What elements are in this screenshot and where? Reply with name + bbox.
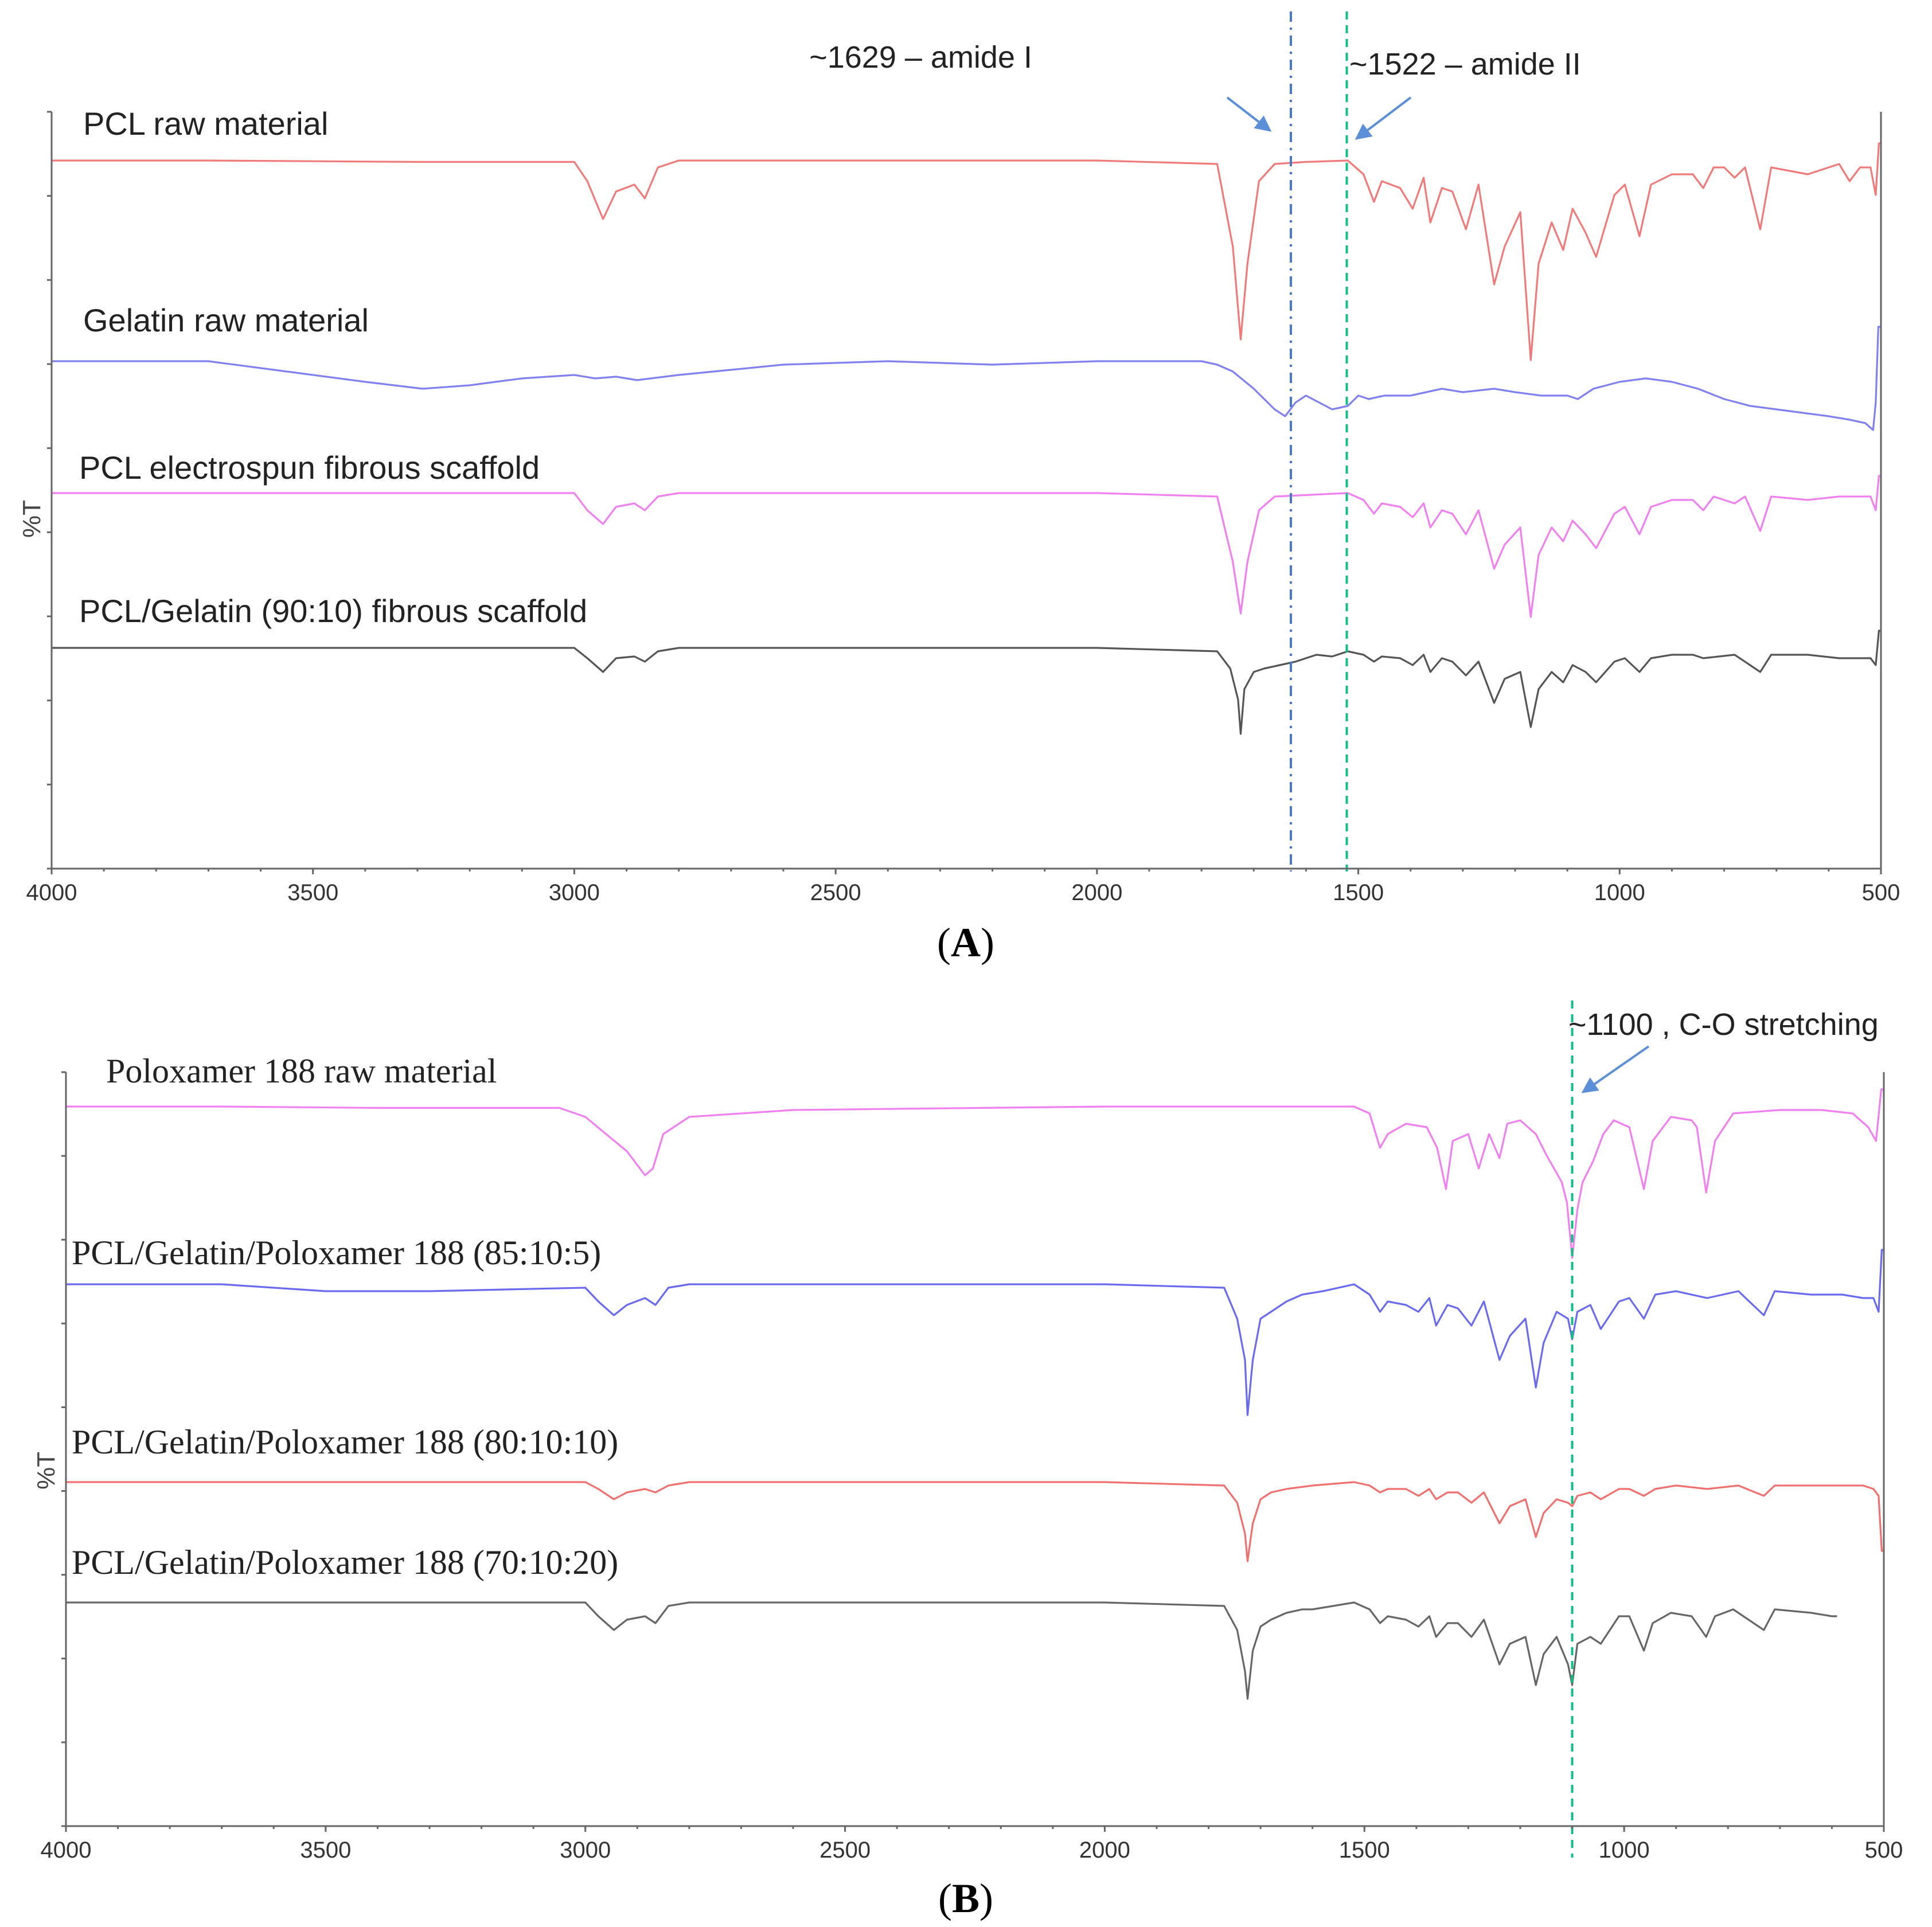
panel-a-axes: 4000 3500 3000 2500 2000 1500 1000 500 bbox=[26, 111, 1900, 905]
panel-a-series bbox=[52, 142, 1881, 735]
panel-a-series-label-1: PCL raw material bbox=[83, 105, 328, 142]
panel-b-series-labels: Poloxamer 188 raw material PCL/Gelatin/Po… bbox=[72, 1052, 618, 1581]
panel-a-series-labels: PCL raw material Gelatin raw material PCL … bbox=[79, 105, 587, 629]
panel-a-series-label-2: Gelatin raw material bbox=[83, 302, 369, 338]
panel-a-series-line-3 bbox=[52, 475, 1881, 618]
panel-a-x-tick-label: 2000 bbox=[1071, 880, 1122, 905]
panel-b-y-axis-title: %T bbox=[32, 1452, 60, 1490]
panel-a-label: (A) bbox=[937, 920, 994, 966]
panel-b-x-tick-label: 500 bbox=[1865, 1838, 1903, 1863]
panel-b-label-letter: B bbox=[952, 1875, 979, 1921]
panel-b-annotation-arrow-1 bbox=[1581, 1045, 1650, 1093]
panel-a-annotation-arrow-1 bbox=[1226, 96, 1272, 132]
panel-b-series-label-2: PCL/Gelatin/Poloxamer 188 (85:10:5) bbox=[72, 1234, 601, 1272]
panel-b-x-tick-label: 2000 bbox=[1079, 1838, 1130, 1863]
panel-b-x-tick-label: 1500 bbox=[1339, 1838, 1390, 1863]
panel-a-x-tick-label: 4000 bbox=[26, 880, 77, 905]
panel-a-x-tick-label: 1000 bbox=[1594, 880, 1645, 905]
panel-b-series-line-4 bbox=[66, 1601, 1837, 1700]
panel-a-label-letter: A bbox=[951, 920, 981, 966]
panel-b-series-line-1 bbox=[66, 1088, 1884, 1259]
panel-b-x-tick-label: 2500 bbox=[819, 1838, 871, 1863]
panel-b-series bbox=[66, 1088, 1884, 1700]
panel-a-series-label-4: PCL/Gelatin (90:10) fibrous scaffold bbox=[79, 593, 587, 629]
panel-b-x-tick-label: 3000 bbox=[560, 1838, 611, 1863]
panel-a-x-tick-label: 2500 bbox=[810, 880, 861, 905]
panel-a-annotations: ~1629 – amide I ~1522 – amide II bbox=[809, 11, 1581, 871]
panel-b-series-label-3: PCL/Gelatin/Poloxamer 188 (80:10:10) bbox=[72, 1423, 618, 1461]
panel-a-series-line-2 bbox=[52, 326, 1881, 431]
panel-a-series-line-4 bbox=[52, 630, 1881, 735]
panel-b-series-line-2 bbox=[66, 1249, 1884, 1416]
panel-a-annotation-label-1: ~1629 – amide I bbox=[809, 40, 1032, 75]
panel-b-annotations: ~1100 , C-O stretching bbox=[1568, 1000, 1879, 1858]
panel-b-x-tick-label: 3500 bbox=[300, 1838, 351, 1863]
panel-b-x-tick-label: 4000 bbox=[41, 1838, 92, 1863]
panel-b-chart: ~1100 , C-O stretching Poloxamer 188 raw… bbox=[32, 1000, 1903, 1921]
panel-a-x-tick-label: 500 bbox=[1862, 880, 1900, 905]
panel-b-annotation-label-1: ~1100 , C-O stretching bbox=[1568, 1007, 1879, 1042]
panel-b-series-label-1: Poloxamer 188 raw material bbox=[106, 1052, 497, 1090]
panel-b-axes: 4000 3500 3000 2500 2000 1500 1000 500 bbox=[41, 1071, 1903, 1863]
panel-a-chart: ~1629 – amide I ~1522 – amide II PCL raw … bbox=[18, 11, 1900, 966]
panel-a-y-axis-title: %T bbox=[18, 500, 46, 538]
panel-a-series-label-3: PCL electrospun fibrous scaffold bbox=[79, 449, 540, 486]
panel-b-series-line-3 bbox=[66, 1481, 1884, 1562]
panel-a-annotation-label-2: ~1522 – amide II bbox=[1349, 47, 1581, 81]
panel-a-annotation-arrow-2 bbox=[1355, 96, 1412, 140]
panel-b-label: (B) bbox=[938, 1875, 993, 1921]
panel-b-series-label-4: PCL/Gelatin/Poloxamer 188 (70:10:20) bbox=[72, 1543, 618, 1581]
panel-a-x-tick-label: 1500 bbox=[1333, 880, 1384, 905]
panel-a-series-line-1 bbox=[52, 142, 1881, 361]
panel-a-x-tick-label: 3000 bbox=[549, 880, 600, 905]
panel-b-x-tick-label: 1000 bbox=[1599, 1838, 1650, 1863]
panel-a-x-tick-label: 3500 bbox=[287, 880, 338, 905]
